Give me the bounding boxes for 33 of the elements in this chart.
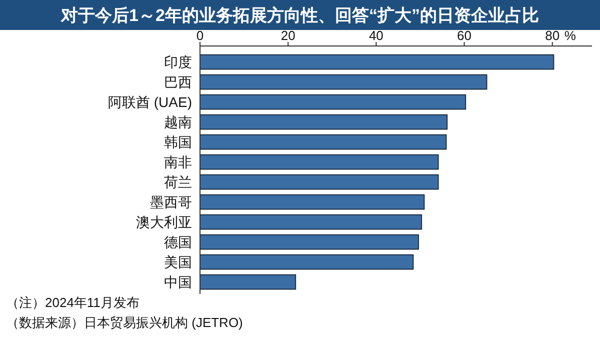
- y-tick-label: 巴西: [164, 74, 192, 90]
- y-tick-label: 美国: [164, 254, 192, 270]
- bar: [200, 274, 296, 290]
- text: （注）2024年11月发布: [6, 295, 140, 310]
- bar: [200, 54, 554, 70]
- text: （数据来源）日本贸易振兴机构 (JETRO): [6, 315, 243, 330]
- y-tick-label: 澳大利亚: [136, 214, 192, 230]
- chart-title: 对于今后1～2年的业务拓展方向性、回答“扩大”的日资企业占比: [60, 6, 539, 25]
- bar: [200, 94, 466, 110]
- x-axis-title: %: [564, 28, 576, 43]
- y-tick-label: 墨西哥: [150, 194, 192, 210]
- bar: [200, 174, 439, 190]
- y-tick-label: 越南: [164, 114, 192, 130]
- bar: [200, 214, 422, 230]
- x-tick-label: 60: [457, 28, 472, 43]
- x-tick-label: 40: [368, 28, 384, 43]
- y-tick-label: 韩国: [164, 134, 192, 150]
- x-tick-label: 0: [196, 28, 204, 43]
- bar: [200, 194, 425, 210]
- bar: [200, 154, 439, 170]
- y-tick-label: 阿联酋 (UAE): [108, 94, 192, 110]
- x-tick-label: 20: [280, 28, 296, 43]
- y-tick-label: 印度: [164, 54, 192, 70]
- x-tick-label: 80: [545, 28, 560, 43]
- y-tick-label: 中国: [164, 274, 192, 290]
- y-tick-label: 荷兰: [164, 174, 192, 190]
- y-tick-label: 德国: [164, 234, 192, 250]
- bar: [200, 134, 447, 150]
- bar: [200, 74, 488, 90]
- bar: [200, 234, 419, 250]
- bar: [200, 114, 448, 130]
- y-tick-label: 南非: [164, 154, 192, 170]
- bar: [200, 254, 414, 270]
